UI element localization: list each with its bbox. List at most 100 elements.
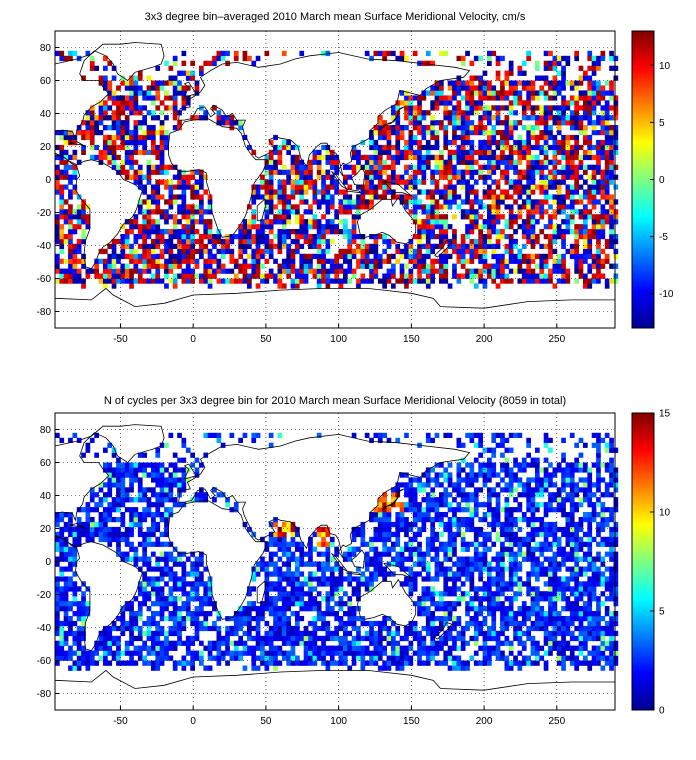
heatmap-cell [181,591,187,597]
heatmap-cell [517,194,523,200]
heatmap-cell [609,90,614,96]
heatmap-cell [194,263,200,269]
heatmap-cell [129,224,134,230]
heatmap-cell [347,229,353,235]
heatmap-cell [517,650,523,656]
heatmap-cell [133,263,139,269]
heatmap-cell [260,184,265,190]
heatmap-cell [508,90,514,96]
heatmap-cell [281,238,287,245]
heatmap-cell [334,268,339,274]
heatmap-cell [543,616,549,622]
heatmap-cell [181,174,187,180]
heatmap-cell [216,645,222,651]
heatmap-cell [613,75,619,81]
heatmap-cell [447,194,453,200]
heatmap-cell [596,630,601,637]
heatmap-cell [587,115,593,121]
heatmap-cell [430,194,435,200]
heatmap-cell [535,120,540,126]
heatmap-cell [574,243,579,249]
heatmap-cell [89,144,95,151]
heatmap-cell [146,214,152,220]
heatmap-cell [94,268,99,274]
heatmap-cell [377,130,383,136]
heatmap-cell [452,154,457,161]
heatmap-cell [281,625,287,632]
heatmap-cell [500,85,505,91]
heatmap-cell [142,645,147,651]
heatmap-cell [207,650,213,656]
heatmap-cell [556,125,562,131]
heatmap-cell [303,229,309,235]
heatmap-cell [539,268,545,274]
heatmap-cell [421,95,427,101]
heatmap-cell [578,159,584,165]
heatmap-cell [142,586,147,592]
heatmap-cell [308,561,313,567]
heatmap-cell [452,229,457,235]
heatmap-cell [321,581,326,587]
heatmap-cell [290,601,296,607]
heatmap-cell [137,179,143,185]
heatmap-cell [543,273,549,279]
heatmap-cell [552,144,558,151]
heatmap-cell [55,625,60,632]
heatmap-cell [574,179,579,185]
heatmap-cell [434,80,440,86]
heatmap-cell [159,149,165,155]
heatmap-cell [495,130,501,136]
heatmap-cell [569,630,575,637]
heatmap-cell [591,576,597,582]
heatmap-cell [539,606,545,612]
heatmap-cell [268,159,274,165]
heatmap-cell [137,105,143,111]
heatmap-cell [482,253,488,260]
heatmap-cell [386,189,392,195]
heatmap-cell [72,278,78,284]
heatmap-cell [347,248,353,255]
heatmap-cell [521,278,527,284]
heatmap-cell [513,660,518,666]
heatmap-cell [574,606,579,612]
heatmap-cell [417,650,422,656]
heatmap-cell [247,635,252,642]
heatmap-cell [447,174,453,180]
heatmap-cell [604,174,610,180]
heatmap-cell [613,134,619,141]
heatmap-cell [591,635,597,642]
heatmap-cell [299,224,305,230]
heatmap-cell [247,283,252,289]
heatmap-cell [325,283,331,289]
heatmap-cell [513,219,518,225]
heatmap-cell [273,601,278,607]
heatmap-cell [172,219,178,225]
heatmap-cell [120,248,126,255]
heatmap-cell [596,214,601,220]
heatmap-cell [561,630,566,637]
heatmap-cell [164,80,169,86]
heatmap-cell [164,645,169,651]
heatmap-cell [120,611,126,617]
heatmap-cell [460,660,466,666]
heatmap-cell [495,154,501,161]
heatmap-cell [133,149,139,155]
heatmap-cell [133,110,139,116]
heatmap-cell [111,273,117,279]
heatmap-cell [155,660,161,666]
heatmap-cell [329,581,335,587]
heatmap-cell [68,130,73,136]
heatmap-cell [277,620,283,627]
heatmap-cell [172,258,178,264]
heatmap-cell [587,566,593,572]
heatmap-cell [530,209,536,215]
heatmap-cell [487,55,492,62]
heatmap-cell [98,278,104,284]
heatmap-cell [391,660,396,666]
heatmap-cell [443,174,449,180]
heatmap-cell [347,258,353,264]
heatmap-cell [447,139,453,146]
heatmap-cell [548,65,553,71]
heatmap-cell [530,273,536,279]
heatmap-cell [578,95,584,101]
